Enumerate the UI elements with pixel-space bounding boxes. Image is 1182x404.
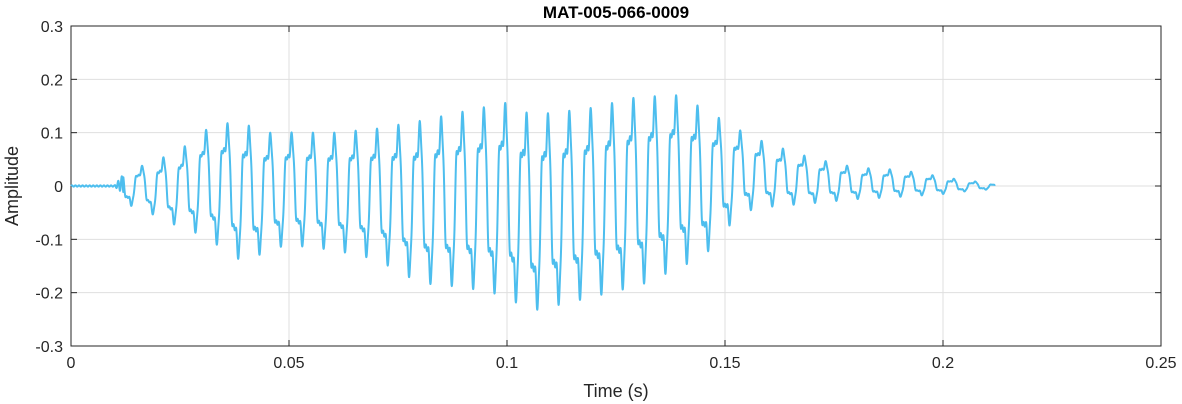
y-tick-label: 0.3 (41, 19, 63, 36)
x-tick-label: 0.05 (273, 355, 304, 372)
series-group (70, 94, 997, 311)
y-tick-label: -0.2 (35, 286, 63, 303)
y-tick-label: 0.2 (41, 72, 63, 89)
x-axis-label: Time (s) (583, 381, 648, 401)
x-tick-label: 0 (67, 355, 76, 372)
y-tick-label: 0 (54, 179, 63, 196)
y-tick-label: -0.1 (35, 232, 63, 249)
x-tick-label: 0.1 (496, 355, 518, 372)
x-tick-label: 0.25 (1145, 355, 1176, 372)
y-tick-label: 0.1 (41, 126, 63, 143)
waveform-line (70, 94, 997, 311)
y-axis-label: Amplitude (2, 146, 22, 226)
chart-title: MAT-005-066-0009 (543, 3, 689, 22)
x-tick-label: 0.15 (709, 355, 740, 372)
y-tick-label: -0.3 (35, 339, 63, 356)
x-tick-label: 0.2 (932, 355, 954, 372)
axis-ticks: 0 0.05 0.1 0.15 0.2 0.25 -0.3 -0.2 -0.1 0 0.1 0.2 0.… (35, 19, 1176, 372)
